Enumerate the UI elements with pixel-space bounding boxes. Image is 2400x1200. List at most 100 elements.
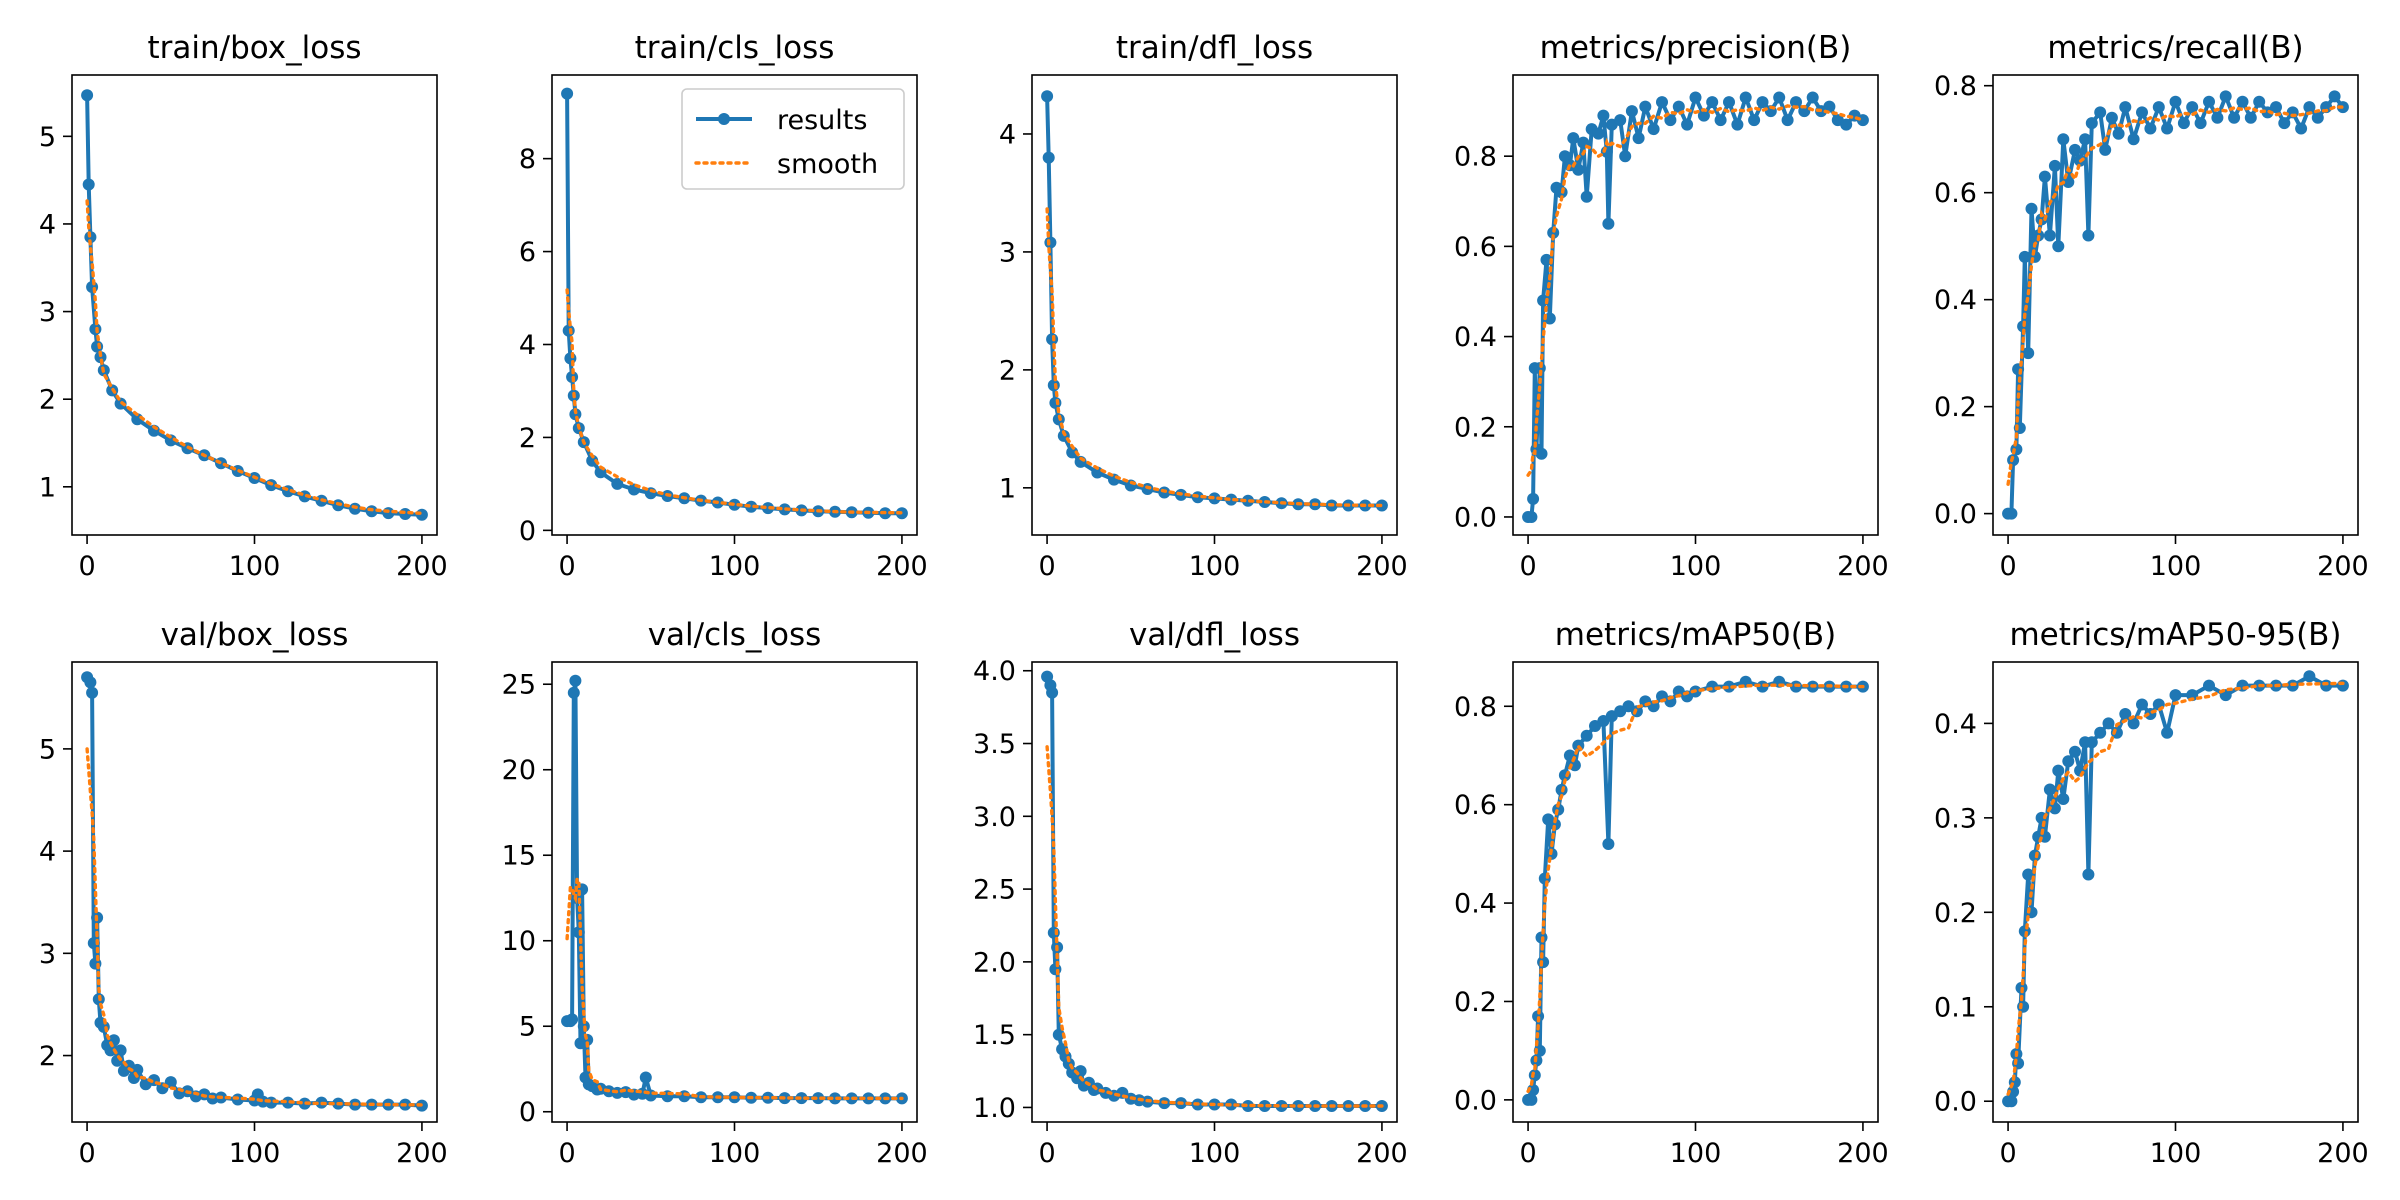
- results-point: [1527, 1084, 1540, 1096]
- subplot-3: train/dfl_loss 0 100 200 1 2 3 4: [999, 30, 1408, 582]
- subplot-title: val/dfl_loss: [1129, 617, 1300, 653]
- results-point: [1258, 1100, 1271, 1112]
- subplot-4: metrics/precision(B) 0 100 200 0.0 0.2 0.4 0.6 0…: [1454, 30, 1889, 582]
- y-tick-label: 1.0: [973, 1093, 1016, 1124]
- results-point: [1208, 492, 1221, 505]
- y-tick-label: 0: [519, 1097, 536, 1128]
- results-point: [2152, 101, 2165, 114]
- x-tick-label: 100: [2150, 551, 2202, 582]
- smooth-line: [565, 876, 904, 1101]
- x-tick-label: 200: [396, 1138, 448, 1169]
- results-point: [1580, 190, 1593, 203]
- results-point: [84, 676, 97, 689]
- axes-frame: [1512, 661, 1879, 1123]
- x-tick-label: 100: [1189, 551, 1241, 582]
- results-point: [1756, 96, 1769, 109]
- results-point: [2017, 1000, 2030, 1013]
- results-point: [812, 1092, 825, 1105]
- results-point: [1041, 90, 1054, 103]
- results-point: [1856, 114, 1869, 127]
- results-point: [2295, 122, 2308, 135]
- results-point: [86, 686, 99, 699]
- results-point: [1748, 114, 1761, 127]
- x-tick-label: 0: [1519, 1138, 1536, 1169]
- results-point: [1225, 493, 1238, 506]
- results-point: [569, 674, 582, 687]
- results-point: [564, 352, 577, 365]
- results-point: [2022, 347, 2035, 360]
- y-tick-label: 0.6: [1454, 232, 1497, 263]
- results-line: [1045, 675, 1382, 1108]
- x-tick-label: 100: [709, 551, 761, 582]
- results-point: [1580, 729, 1593, 742]
- subplot-title: metrics/mAP50(B): [1555, 617, 1836, 653]
- results-point: [566, 1013, 579, 1026]
- results-point: [2099, 143, 2112, 156]
- results-point: [1731, 118, 1744, 131]
- results-point: [1242, 1100, 1254, 1112]
- results-point: [2022, 868, 2035, 881]
- subplot-title: train/box_loss: [147, 30, 361, 66]
- smooth-line: [2006, 681, 2345, 1096]
- y-tick-label: 0.4: [1934, 709, 1977, 740]
- x-tick-label: 200: [2317, 1138, 2369, 1169]
- y-tick-label: 0.3: [1934, 803, 1977, 834]
- results-point: [1558, 150, 1571, 163]
- x-tick-label: 200: [876, 1138, 928, 1169]
- results-point: [1042, 151, 1055, 164]
- subplot-title: metrics/mAP50-95(B): [2009, 617, 2341, 653]
- axes-frame: [1992, 74, 2359, 536]
- results-point: [2079, 133, 2092, 146]
- subplot-8: val/dfl_loss 0 100 200 1.0 1.5 2.0 2.5 3.0 3.5 4.0: [973, 617, 1408, 1169]
- results-point: [2169, 689, 2182, 702]
- smooth-line: [1526, 104, 1865, 477]
- x-tick-label: 0: [78, 1138, 95, 1169]
- results-point: [2136, 698, 2148, 711]
- results-point: [1535, 447, 1548, 460]
- results-point: [2278, 117, 2291, 130]
- results-point: [1614, 114, 1627, 127]
- results-point: [2052, 764, 2065, 777]
- results-point: [2048, 802, 2061, 815]
- results-point: [2311, 111, 2324, 124]
- results-point: [1242, 494, 1254, 507]
- axes-frame: [551, 661, 918, 1123]
- subplot-10: metrics/mAP50-95(B) 0 100 200 0.0 0.1 0.2 0.3 0.…: [1934, 617, 2369, 1169]
- smooth-line: [565, 288, 904, 515]
- results-point: [2253, 95, 2266, 108]
- results-point: [2069, 143, 2081, 156]
- results-point: [2228, 111, 2241, 124]
- y-tick-label: 1.5: [973, 1020, 1016, 1051]
- y-tick-label: 5: [519, 1012, 536, 1043]
- results-point: [745, 500, 758, 513]
- y-tick-label: 1: [999, 473, 1016, 504]
- results-point: [2127, 717, 2140, 730]
- subplot-title: train/cls_loss: [635, 30, 835, 66]
- y-tick-label: 8: [519, 144, 536, 175]
- results-point: [639, 1071, 652, 1084]
- axes-frame: [1031, 74, 1398, 536]
- results-point: [2127, 133, 2140, 146]
- y-tick-label: 0.1: [1934, 992, 1977, 1023]
- results-point: [1091, 466, 1104, 479]
- y-tick-label: 0.6: [1454, 790, 1497, 821]
- results-point: [81, 89, 94, 102]
- smooth-line: [85, 199, 424, 515]
- results-point: [2052, 240, 2065, 253]
- subplot-title: metrics/recall(B): [2047, 30, 2303, 66]
- results-point: [2102, 717, 2115, 730]
- results-point: [2169, 95, 2182, 108]
- x-tick-label: 200: [396, 551, 448, 582]
- x-tick-label: 0: [1999, 551, 2016, 582]
- y-tick-label: 15: [502, 841, 536, 872]
- results-point: [1823, 100, 1836, 113]
- x-tick-label: 0: [558, 1138, 575, 1169]
- y-tick-label: 0.8: [1934, 71, 1977, 102]
- results-point: [1052, 1028, 1065, 1041]
- y-tick-label: 0.0: [1454, 502, 1497, 533]
- y-tick-label: 6: [519, 237, 536, 268]
- results-line: [1528, 95, 1864, 519]
- y-tick-label: 0.0: [1454, 1085, 1497, 1116]
- results-point: [561, 87, 574, 100]
